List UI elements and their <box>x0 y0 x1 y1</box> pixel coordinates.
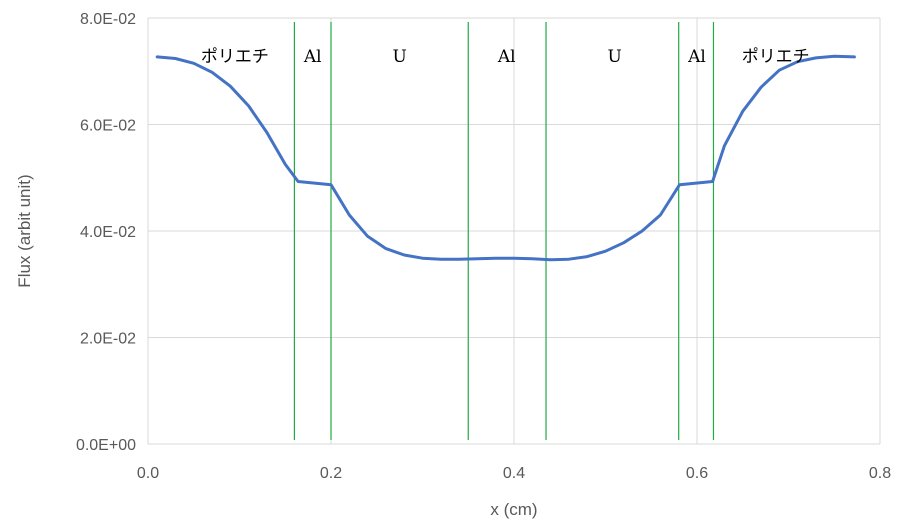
y-tick-label: 4.0E-02 <box>80 224 136 241</box>
region-label: U <box>392 47 406 67</box>
y-axis-title: Flux (arbit unit) <box>15 174 34 287</box>
region-label: ポリエチ <box>742 47 810 67</box>
region-label: U <box>607 47 621 67</box>
region-label: Al <box>303 47 322 67</box>
flux-line <box>155 54 856 262</box>
material-boundaries <box>293 22 715 440</box>
x-tick-label: 0.4 <box>503 465 525 482</box>
x-tick-labels: 0.0 0.2 0.4 0.6 0.8 <box>137 465 891 482</box>
region-label: Al <box>497 47 516 67</box>
gridlines <box>147 17 881 445</box>
y-tick-labels: 0.0E+00 2.0E-02 4.0E-02 6.0E-02 8.0E-02 <box>76 11 136 454</box>
x-axis-title: x (cm) <box>490 500 537 519</box>
y-tick-label: 8.0E-02 <box>80 11 136 28</box>
region-label: ポリエチ <box>201 47 269 67</box>
region-labels: ポリエチ Al U Al U Al ポリエチ <box>201 47 810 67</box>
y-tick-label: 0.0E+00 <box>76 437 136 454</box>
x-tick-label: 0.8 <box>869 465 891 482</box>
x-tick-label: 0.0 <box>137 465 159 482</box>
x-tick-label: 0.6 <box>686 465 708 482</box>
x-tick-label: 0.2 <box>320 465 342 482</box>
y-tick-label: 6.0E-02 <box>80 118 136 135</box>
region-label: Al <box>687 47 706 67</box>
flux-series <box>155 54 856 262</box>
y-tick-label: 2.0E-02 <box>80 331 136 348</box>
